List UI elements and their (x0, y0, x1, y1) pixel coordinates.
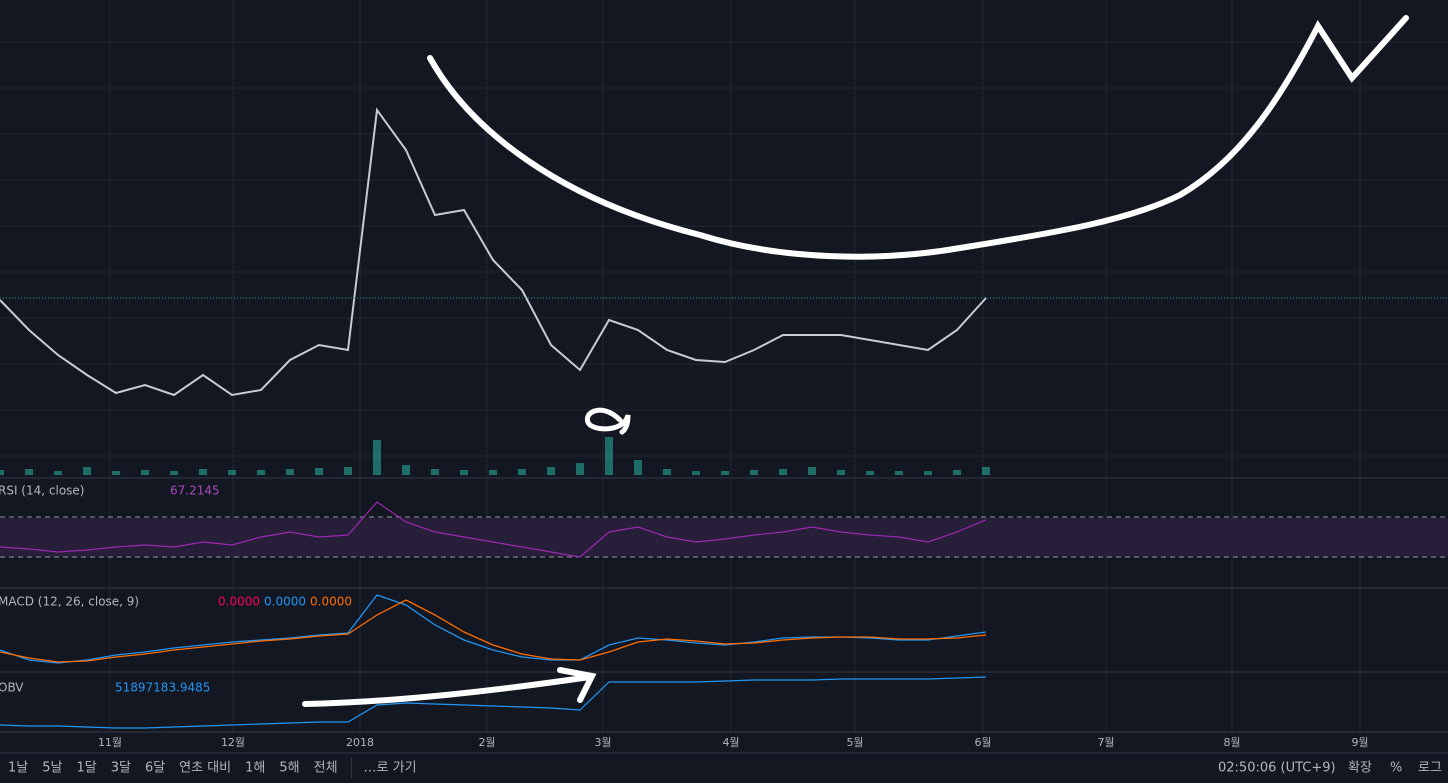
volume-bar (431, 469, 439, 475)
volume-bar (692, 471, 700, 475)
range-button[interactable]: 5날 (42, 761, 62, 776)
volume-bar (576, 463, 584, 475)
range-button[interactable]: 연초 대비 (179, 761, 231, 776)
volume-bar (228, 470, 236, 475)
range-button[interactable]: 전체 (314, 761, 338, 776)
rsi-line (0, 501, 987, 558)
volume-bar (25, 469, 33, 475)
volume-bar (199, 469, 207, 475)
volume-bar (54, 471, 62, 475)
volume-bar (170, 471, 178, 475)
volume-bar (83, 467, 91, 475)
handwritten-cup (427, 15, 1409, 260)
volume-bar (460, 470, 468, 475)
volume-bar (895, 471, 903, 475)
option-button[interactable]: 로그 (1418, 761, 1442, 776)
range-button[interactable]: 6달 (145, 761, 165, 776)
x-tick-label: 7월 (1097, 736, 1114, 749)
rsi-value: 67.2145 (170, 484, 220, 498)
x-tick-label: 6월 (974, 736, 991, 749)
x-tick-label: 3월 (594, 736, 611, 749)
volume-bar (953, 470, 961, 475)
macd-line (0, 594, 987, 664)
volume-bar (0, 470, 4, 475)
obv-label: OBV (0, 681, 24, 695)
option-button[interactable]: % (1390, 761, 1402, 776)
volume-bar (344, 467, 352, 475)
volume-bar (982, 467, 990, 475)
volume-bar (634, 460, 642, 475)
range-button[interactable]: 1달 (76, 761, 96, 776)
volume-bar (547, 467, 555, 475)
obv-line (0, 676, 987, 729)
clock: 02:50:06 (UTC+9) (1218, 761, 1336, 776)
volume-bar (605, 437, 613, 475)
x-tick-label: 2018 (346, 736, 374, 749)
volume-bar (402, 465, 410, 475)
macd-value: 0.0000 (310, 595, 352, 609)
grid (0, 0, 1448, 732)
x-tick-label: 4월 (722, 736, 739, 749)
macd-label: MACD (12, 26, close, 9) (0, 595, 139, 609)
obv-value: 51897183.9485 (115, 681, 210, 695)
range-button[interactable]: 1날 (8, 761, 28, 776)
volume-bar (663, 469, 671, 475)
volume-bar (489, 470, 497, 475)
volume-bar (750, 470, 758, 475)
volume-bar (112, 471, 120, 475)
handwritten-circle (584, 407, 631, 435)
plot (0, 107, 1448, 729)
range-button[interactable]: 3달 (111, 761, 131, 776)
volume-bar (837, 470, 845, 475)
x-tick-label: 8월 (1223, 736, 1240, 749)
macd-value: 0.0000 (264, 595, 306, 609)
x-tick-label: 12월 (221, 736, 245, 749)
x-tick-label: 9월 (1351, 736, 1368, 749)
volume-bar (721, 471, 729, 475)
range-button[interactable]: 1해 (245, 761, 265, 776)
volume-bar (518, 469, 526, 475)
volume-bar (866, 471, 874, 475)
volume-bar (373, 440, 381, 475)
macd-line (0, 599, 987, 663)
labels: RSI (14, close) 67.2145 MACD (12, 26, cl… (0, 484, 1369, 776)
x-tick-label: 2월 (478, 736, 495, 749)
goto-button[interactable]: …로 가기 (364, 761, 417, 776)
rsi-label: RSI (14, close) (0, 484, 84, 498)
macd-value: 0.0000 (218, 595, 260, 609)
volume-bar (141, 470, 149, 475)
range-button[interactable]: 5해 (279, 761, 299, 776)
x-tick-label: 11월 (98, 736, 122, 749)
volume-bar (286, 469, 294, 475)
volume-bar (779, 469, 787, 475)
volume-bar (257, 470, 265, 475)
price-line (0, 107, 987, 397)
volume-bar (808, 467, 816, 475)
x-tick-label: 5월 (846, 736, 863, 749)
option-button[interactable]: 확장 (1348, 761, 1372, 776)
volume-bar (315, 468, 323, 475)
rsi-band (0, 518, 1448, 557)
handwritten-arrow (302, 667, 597, 707)
volume-bar (924, 471, 932, 475)
